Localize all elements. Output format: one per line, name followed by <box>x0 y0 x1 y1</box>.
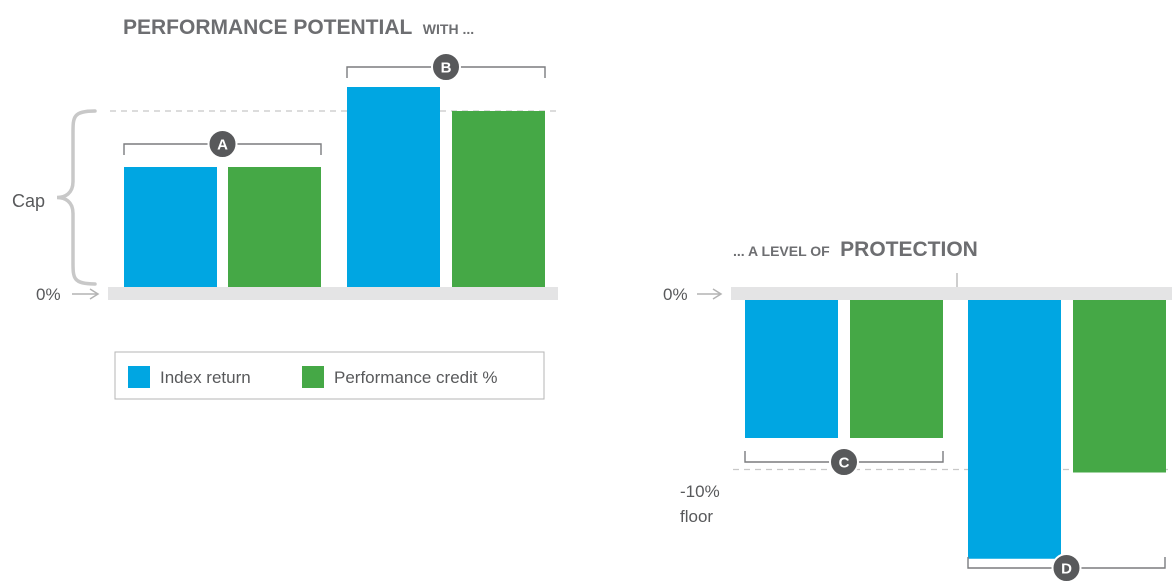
bar-performance-credit-b <box>452 111 545 287</box>
cap-label: Cap <box>12 191 45 211</box>
bracket-d-badge-label: D <box>1061 561 1072 578</box>
bar-index-return-b <box>347 87 440 287</box>
protection-title: ... A LEVEL OF PROTECTION <box>733 238 978 261</box>
protection-title-main: PROTECTION <box>840 238 978 261</box>
performance-zero-arrow <box>72 288 100 300</box>
bracket-a-badge-label: A <box>217 137 228 154</box>
legend-swatch-credit <box>302 366 324 388</box>
protection-baseline <box>731 287 1172 300</box>
performance-title: PERFORMANCE POTENTIAL WITH ... <box>123 16 474 39</box>
performance-title-suffix: WITH ... <box>423 21 474 37</box>
cap-brace <box>56 109 97 286</box>
protection-bars <box>745 300 1166 559</box>
protection-title-prefix: ... A LEVEL OF <box>733 243 830 259</box>
floor-value-label: -10% <box>680 482 720 501</box>
performance-baseline <box>108 287 558 300</box>
legend-label-credit: Performance credit % <box>334 368 497 387</box>
bracket-c: C <box>744 447 944 477</box>
performance-zero-label: 0% <box>36 285 61 304</box>
bar-performance-credit-c <box>850 300 943 438</box>
bar-index-return-d <box>968 300 1061 559</box>
bracket-b-badge-label: B <box>441 60 452 77</box>
bracket-d: D <box>967 553 1166 581</box>
legend-swatch-index <box>128 366 150 388</box>
protection-zero-label: 0% <box>663 285 688 304</box>
legend-box <box>114 351 545 400</box>
bracket-c-badge-label: C <box>839 455 850 472</box>
protection-brackets: CD <box>744 447 1166 581</box>
bracket-a-badge <box>207 129 238 159</box>
legend-label-index: Index return <box>160 368 251 387</box>
protection-zero-arrow <box>697 288 723 300</box>
bar-performance-credit-d <box>1073 300 1166 473</box>
bar-performance-credit-a <box>228 167 321 287</box>
bar-index-return-c <box>745 300 838 438</box>
floor-word-label: floor <box>680 507 713 526</box>
protection-panel: ... A LEVEL OF PROTECTION 0% -10% floor … <box>663 238 1172 581</box>
bracket-b-badge <box>431 52 461 82</box>
bracket-c-badge <box>829 447 859 477</box>
bracket-a: A <box>123 129 322 159</box>
legend: Index return Performance credit % <box>114 351 545 400</box>
bar-index-return-a <box>124 167 217 287</box>
performance-panel: PERFORMANCE POTENTIAL WITH ... Cap 0% AB… <box>12 16 558 400</box>
bracket-b: B <box>346 52 546 82</box>
performance-bars <box>124 87 545 287</box>
bracket-d-badge <box>1051 553 1082 581</box>
performance-title-main: PERFORMANCE POTENTIAL <box>123 16 413 39</box>
performance-brackets: AB <box>123 52 546 159</box>
